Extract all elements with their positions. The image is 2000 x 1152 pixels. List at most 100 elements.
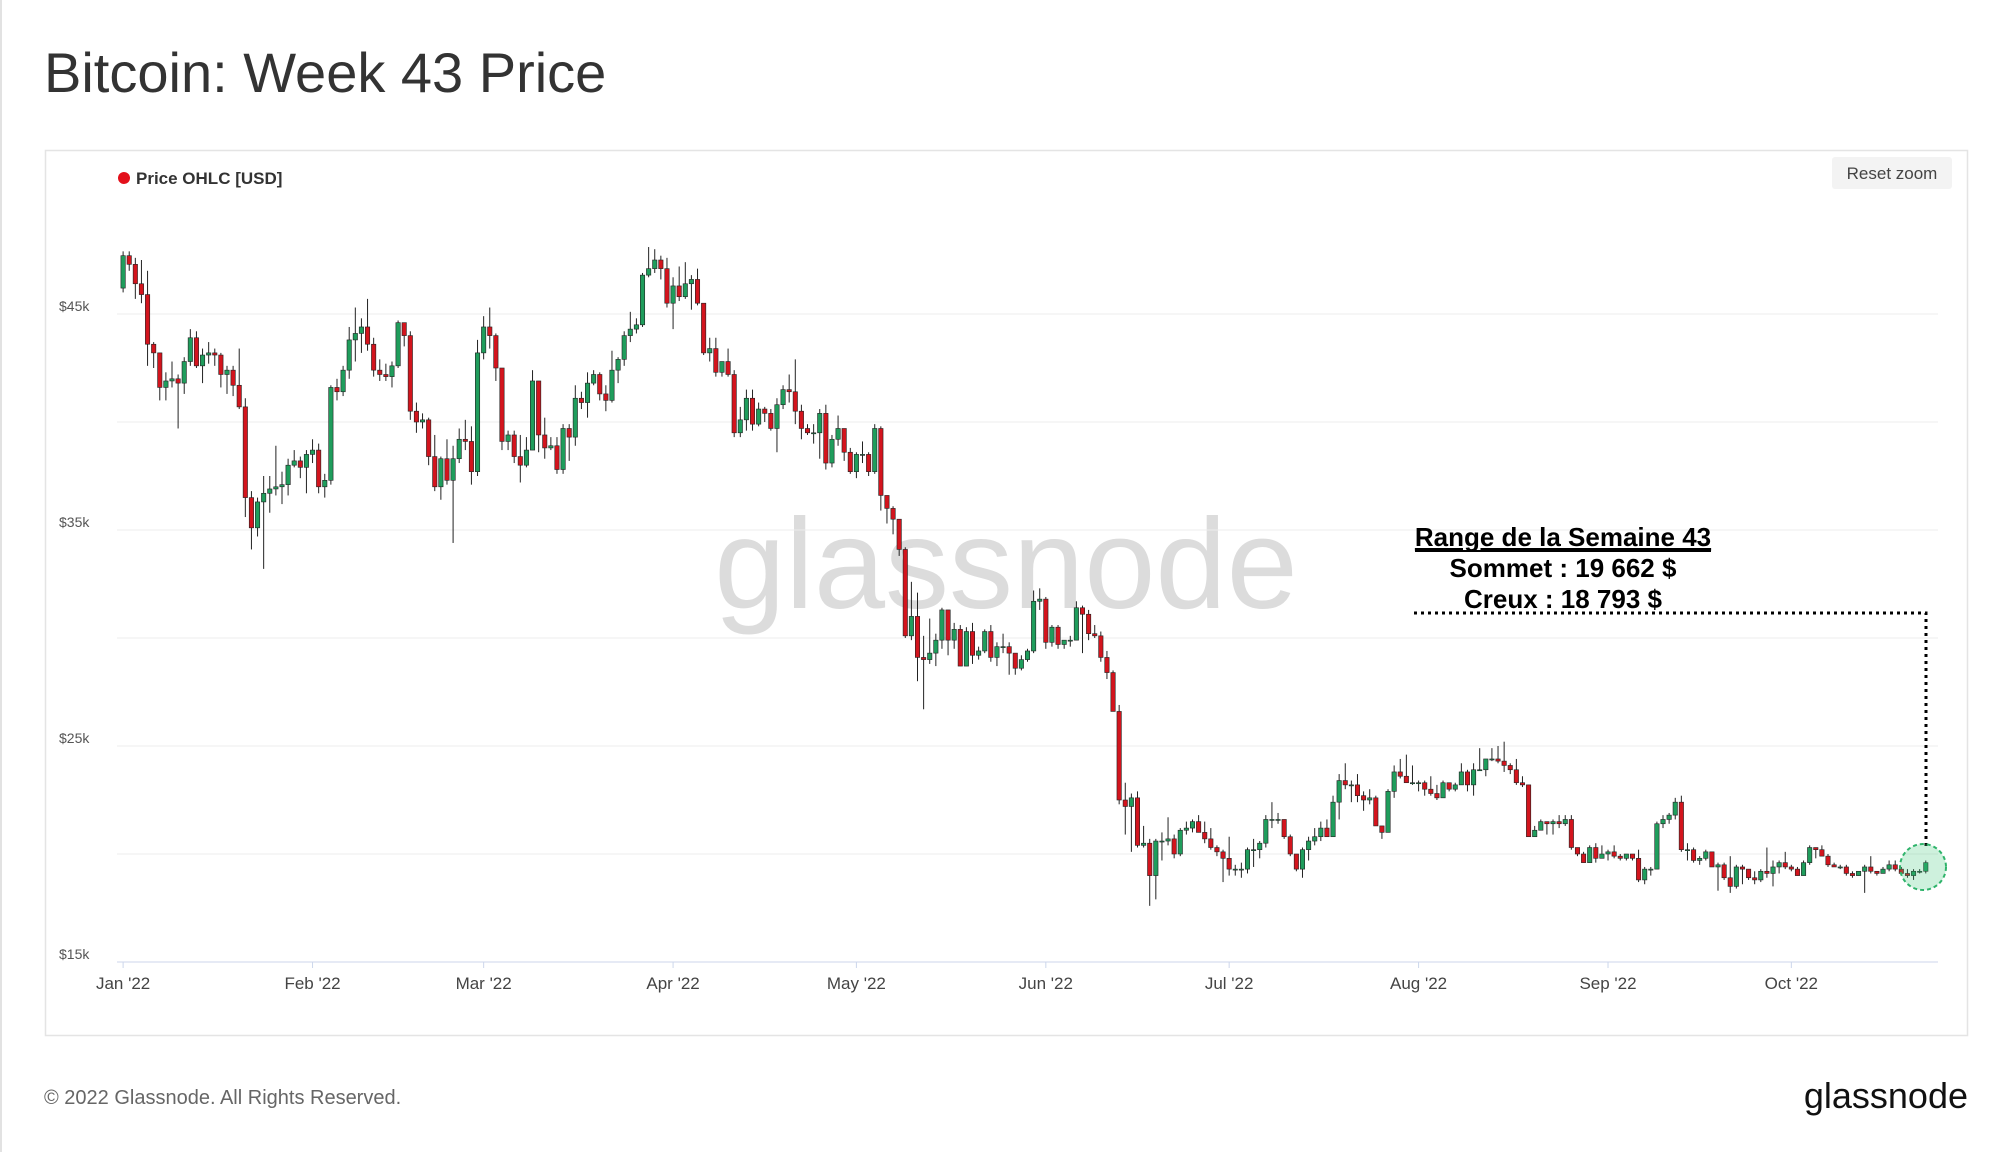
copyright: © 2022 Glassnode. All Rights Reserved. <box>44 1087 401 1109</box>
candle-body <box>878 428 884 496</box>
candle-body <box>1807 847 1813 863</box>
plot-area: $15k $25k $35k $45k Jan '22 Feb '22 Mar '22 Apr… <box>59 247 1938 993</box>
candle-body <box>719 361 725 373</box>
legend-marker <box>118 172 130 184</box>
candle-body <box>615 359 621 371</box>
candle-body <box>310 449 316 455</box>
candle-body <box>798 410 804 429</box>
candle-body <box>1134 797 1140 846</box>
candle-body <box>1385 791 1391 833</box>
candle-body <box>1299 849 1305 870</box>
candle-body <box>578 397 584 403</box>
candle-body <box>1526 784 1532 838</box>
candle-body <box>976 650 982 656</box>
candle-body <box>181 361 187 384</box>
candle-body <box>927 652 933 660</box>
candle-body <box>1361 795 1367 801</box>
candle-body <box>1018 659 1024 669</box>
candle-body <box>340 369 346 393</box>
candle-body <box>756 408 762 425</box>
candle-body <box>792 391 798 412</box>
annotation-low: Creux : 18 793 $ <box>1464 584 1663 614</box>
candle-body <box>1856 870 1862 876</box>
candle-body <box>1464 771 1470 786</box>
annotation-high: Sommet : 19 662 $ <box>1450 553 1677 583</box>
candle-body <box>860 454 866 456</box>
candle-body <box>365 326 371 345</box>
candle-body <box>267 488 273 494</box>
candle-body <box>1416 782 1422 785</box>
candle-body <box>750 397 756 425</box>
candle-body <box>138 283 144 295</box>
candle-body <box>1281 819 1287 838</box>
reset-zoom-label[interactable]: Reset zoom <box>1847 164 1938 183</box>
candle-body <box>1623 853 1629 859</box>
candle-body <box>1067 639 1073 642</box>
candle-body <box>1917 870 1923 873</box>
candle-body <box>261 492 267 503</box>
candle-body <box>646 268 652 276</box>
candle-body <box>1306 840 1312 850</box>
candle-body <box>688 279 694 285</box>
candle-body <box>1251 849 1257 851</box>
candle-body <box>1513 769 1519 784</box>
candle-body <box>1446 782 1452 790</box>
candle-body <box>1263 819 1269 844</box>
candle-body <box>358 326 364 334</box>
candle-body <box>328 387 334 481</box>
candle-body <box>621 335 627 360</box>
candle-body <box>193 337 199 367</box>
candle-body <box>1746 868 1752 879</box>
candle-body <box>1892 864 1898 870</box>
candle-body <box>1721 864 1727 879</box>
candle-body <box>1886 864 1892 870</box>
candle-body <box>456 438 462 460</box>
page-title: Bitcoin: Week 43 Price <box>44 41 606 104</box>
candle-body <box>1605 851 1611 855</box>
candle-body <box>915 616 921 658</box>
annotation-title: Range de la Semaine 43 <box>1415 522 1711 552</box>
candle-body <box>1434 793 1440 799</box>
candle-body <box>352 333 358 341</box>
reset-zoom-button[interactable]: Reset zoom <box>1832 157 1952 189</box>
x-tick-label: Jul '22 <box>1205 974 1254 993</box>
candle-body <box>1354 784 1360 796</box>
candle-body <box>230 369 236 386</box>
candle-body <box>1214 847 1220 853</box>
candle-body <box>1862 866 1868 872</box>
candle-body <box>395 322 401 367</box>
candle-body <box>1098 635 1104 658</box>
candle-body <box>242 406 248 498</box>
candle-body <box>1318 827 1324 838</box>
candle-body <box>1373 797 1379 827</box>
candle-body <box>676 285 682 298</box>
candle-body <box>1691 849 1697 861</box>
candle-body <box>1904 873 1910 876</box>
candle-body <box>701 302 707 354</box>
candle-body <box>1636 858 1642 881</box>
candle-body <box>218 354 224 375</box>
candle-body <box>1031 600 1037 652</box>
candle-body <box>291 460 297 466</box>
annotation-circle <box>1899 843 1947 891</box>
candle-body <box>817 413 823 434</box>
candle-body <box>420 419 426 423</box>
x-tick-label: Sep '22 <box>1579 974 1636 993</box>
candle-body <box>468 441 474 472</box>
x-tick-label: Feb '22 <box>284 974 340 993</box>
candle-body <box>505 434 511 442</box>
candle-body <box>151 343 157 354</box>
candle-body <box>1238 868 1244 871</box>
candle-body <box>1519 782 1525 786</box>
candle-body <box>884 495 890 509</box>
candle-body <box>627 328 633 336</box>
candle-body <box>1159 840 1165 843</box>
reset-zoom-bg[interactable] <box>1832 157 1952 189</box>
candle-body <box>1831 864 1837 868</box>
candle-body <box>725 361 731 375</box>
candle-body <box>695 279 701 304</box>
candle-body <box>1813 847 1819 850</box>
candle-body <box>536 380 542 436</box>
candle-body <box>970 631 976 656</box>
